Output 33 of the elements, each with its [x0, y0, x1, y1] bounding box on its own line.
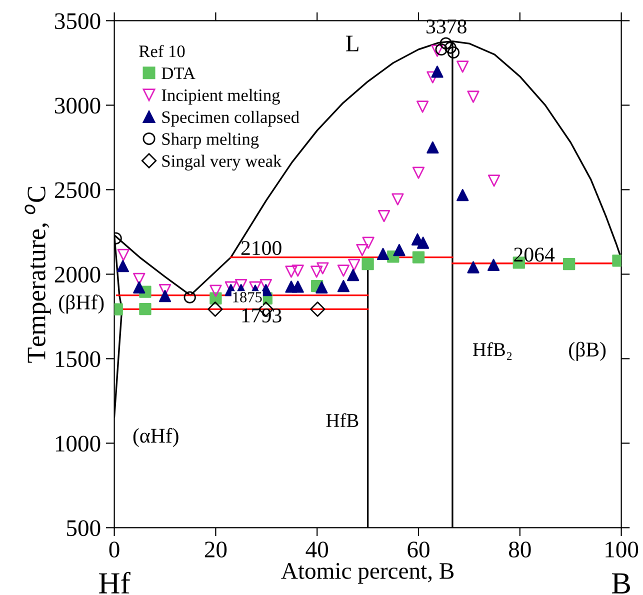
annotation: 1793	[242, 308, 282, 323]
annotation: (βB)	[569, 342, 606, 361]
y-tick-label: 500	[67, 520, 100, 536]
x-tick-label: 40	[306, 542, 328, 558]
y-tick-label: 3500	[55, 13, 100, 30]
annotation: HfB₂	[472, 342, 512, 360]
y-axis-title: Temperature, $^{o}$C	[24, 186, 51, 363]
legend-title: Ref 10	[139, 44, 185, 58]
annotation: L	[346, 36, 358, 52]
annotation: (αHf)	[133, 428, 178, 448]
y-tick-label: 2500	[54, 182, 100, 198]
x-tick-label: 80	[508, 542, 531, 558]
annotation: 2100	[241, 241, 282, 256]
x-tick-label: 100	[606, 542, 638, 558]
x-tick-label: 0	[109, 542, 120, 558]
y-tick-label: 2000	[54, 266, 100, 283]
annotation: HfB	[326, 413, 358, 427]
y-tick-label: 3000	[55, 98, 100, 114]
y-tick-label: 1500	[56, 351, 100, 368]
text: B	[612, 573, 630, 594]
legend-label: Incipient melting	[162, 88, 280, 105]
annotation: 1875	[233, 292, 262, 302]
y-tick-label: 1000	[56, 436, 100, 452]
legend-label: Singal very weak	[162, 154, 282, 171]
annotation: 2064	[514, 248, 555, 262]
legend-label: Specimen collapsed	[162, 110, 300, 127]
x-axis-title: Atomic percent, B	[281, 563, 454, 584]
legend-label: DTA	[162, 68, 196, 80]
legend-label: Sharp melting	[162, 132, 259, 149]
text: Hf	[99, 572, 130, 594]
text: (βHf)	[59, 294, 104, 314]
x-tick-label: 60	[408, 542, 430, 558]
x-tick-label: 20	[204, 542, 227, 558]
